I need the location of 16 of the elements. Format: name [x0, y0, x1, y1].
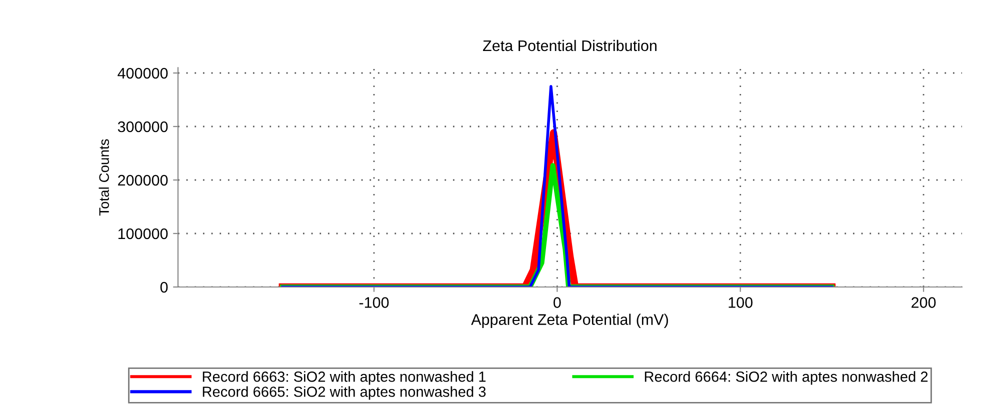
- x-axis-title: Apparent Zeta Potential (mV): [471, 314, 668, 328]
- legend-label: Record 6664: SiO2 with aptes nonwashed 2: [644, 371, 928, 385]
- y-axis-title: Total Counts: [98, 139, 109, 216]
- legend-label: Record 6665: SiO2 with aptes nonwashed 3: [202, 386, 486, 400]
- x-tick-label: 200: [912, 297, 936, 308]
- y-tick-label: 300000: [118, 121, 168, 132]
- chart-title: Zeta Potential Distribution: [483, 40, 656, 52]
- x-tick-label: 0: [554, 297, 561, 308]
- y-tick-label: 400000: [118, 68, 168, 79]
- y-tick-label: 200000: [118, 174, 168, 186]
- y-tick-label: 100000: [118, 228, 168, 240]
- legend-label: Record 6663: SiO2 with aptes nonwashed 1: [202, 371, 486, 385]
- y-tick-label: 0: [160, 282, 168, 293]
- x-tick-label: -100: [359, 297, 389, 308]
- x-tick-label: 100: [728, 297, 753, 308]
- line-series: [281, 84, 834, 287]
